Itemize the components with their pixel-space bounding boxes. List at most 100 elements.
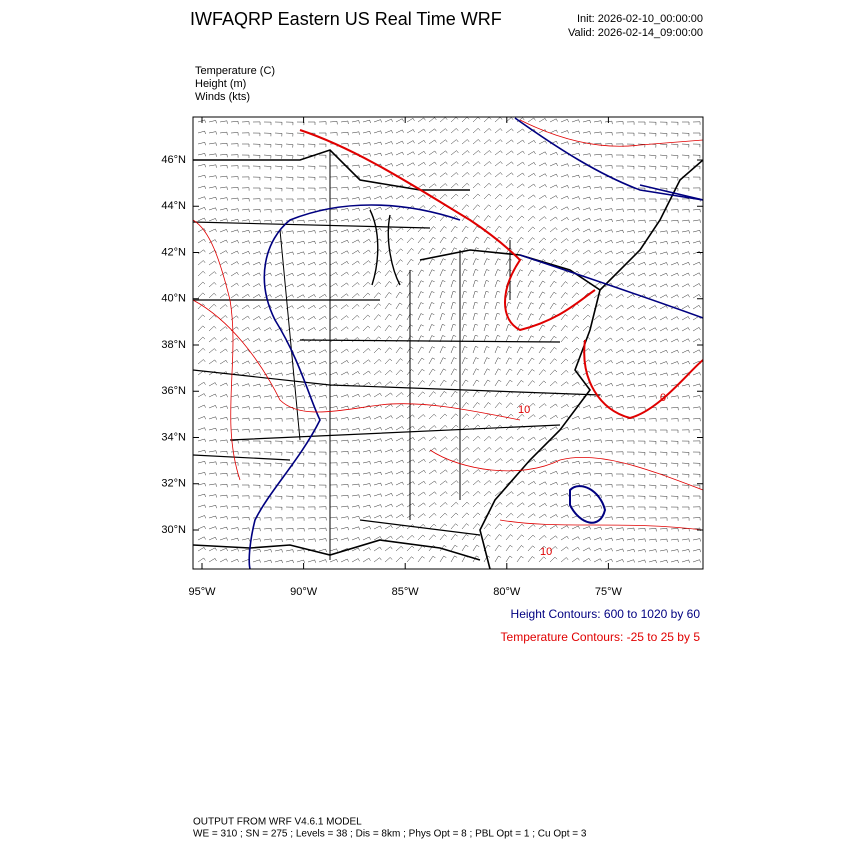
wind-barb	[296, 143, 305, 148]
wind-barb	[275, 198, 283, 202]
wind-barb	[318, 506, 327, 510]
wind-barb	[406, 129, 415, 134]
wind-barb	[395, 470, 404, 475]
wind-barb	[582, 239, 591, 244]
wind-barb	[384, 525, 393, 530]
wind-barb	[516, 172, 525, 178]
wind-barb	[637, 219, 646, 224]
wind-barb	[417, 161, 426, 167]
wind-barb	[230, 315, 239, 321]
wind-barb	[241, 261, 250, 266]
wind-barb	[373, 514, 382, 519]
wind-barb	[461, 236, 469, 244]
wind-barb	[439, 413, 448, 420]
wind-barb	[329, 229, 338, 233]
wind-barb	[208, 260, 217, 266]
wind-barb	[637, 517, 646, 521]
wind-barb	[626, 527, 635, 532]
wind-barb	[670, 473, 679, 478]
wind-barb	[615, 250, 624, 255]
wind-barb	[582, 260, 591, 266]
wind-barb	[197, 504, 206, 508]
wind-barb	[395, 514, 404, 519]
wind-barb	[417, 425, 426, 431]
wind-barb	[527, 128, 536, 134]
wind-barb	[208, 325, 217, 332]
wind-barb	[670, 154, 679, 159]
wind-barb	[538, 302, 546, 310]
wind-barb	[648, 316, 657, 321]
wind-barb	[571, 217, 580, 222]
wind-barb	[494, 324, 501, 332]
wind-barb	[307, 559, 316, 563]
wind-barb	[351, 326, 360, 332]
wind-barb	[626, 349, 635, 354]
wind-barb	[670, 230, 679, 234]
wind-barb	[307, 418, 316, 422]
wind-barb	[604, 186, 613, 191]
wind-barb	[296, 338, 305, 343]
wind-barb	[362, 359, 371, 365]
wind-barb	[384, 118, 393, 123]
wind-barb	[362, 438, 371, 443]
wind-barb	[626, 383, 635, 387]
wind-barb	[318, 304, 327, 310]
wind-barb	[615, 451, 624, 455]
wind-barb	[670, 506, 679, 511]
wind-barb	[230, 558, 239, 563]
wind-barb	[362, 281, 371, 288]
wind-barb	[582, 249, 591, 255]
wind-barb	[351, 416, 360, 420]
wind-barb	[395, 448, 404, 453]
wind-barb	[615, 198, 624, 202]
wind-barb	[593, 326, 602, 332]
wind-barb	[692, 538, 701, 542]
wind-barb	[648, 495, 657, 500]
wind-barb	[538, 291, 546, 299]
wind-barb	[560, 369, 569, 376]
lon-label: 80°W	[493, 586, 521, 598]
wind-barb	[307, 261, 316, 266]
wind-barb	[296, 440, 305, 445]
wind-barb	[197, 472, 206, 476]
wind-barb	[461, 161, 470, 167]
wind-barb	[615, 406, 624, 410]
lat-label: 40°N	[161, 293, 186, 305]
wind-barb	[615, 208, 624, 212]
wind-barb	[384, 238, 393, 244]
wind-barb	[659, 451, 668, 456]
wind-barb	[604, 371, 613, 376]
wind-barb	[428, 117, 437, 123]
wind-barb	[560, 206, 569, 211]
wind-barb	[406, 425, 415, 431]
wind-barb	[296, 272, 305, 277]
wind-barb	[681, 462, 690, 467]
wind-barb	[693, 132, 701, 136]
wind-barb	[494, 204, 503, 211]
wind-barb	[604, 208, 613, 212]
wind-barb	[571, 493, 580, 497]
wind-barb	[516, 555, 524, 563]
wind-barb	[406, 414, 415, 420]
wind-barb	[692, 517, 701, 521]
wind-barb	[681, 517, 690, 521]
wind-barb	[340, 417, 349, 421]
wind-barb	[274, 283, 283, 288]
wind-barb	[560, 471, 569, 475]
wind-barb	[197, 325, 206, 332]
wind-barb	[593, 197, 602, 201]
wind-barb	[285, 230, 294, 234]
wind-barb	[351, 260, 360, 266]
wind-barb	[197, 217, 206, 222]
wind-barb	[538, 184, 547, 189]
wind-barb	[659, 121, 668, 126]
wind-barb	[428, 335, 435, 343]
wind-barb	[406, 237, 415, 244]
wind-barb	[505, 172, 514, 178]
wind-barb	[318, 451, 327, 456]
wind-barb	[538, 448, 547, 453]
wind-barb	[593, 175, 602, 180]
wind-barb	[219, 537, 228, 541]
wind-barb	[252, 429, 261, 433]
wind-barb	[373, 185, 382, 189]
